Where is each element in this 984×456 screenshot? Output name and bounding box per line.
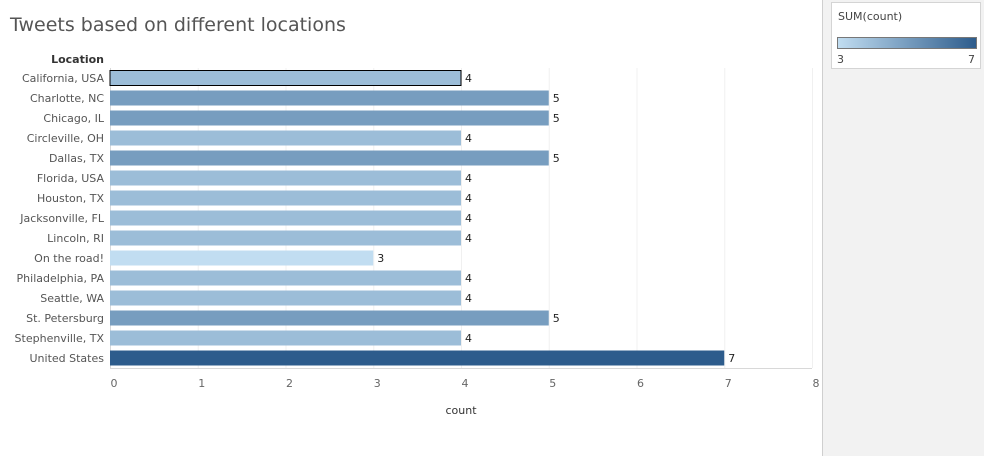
legend-max-label: 7	[968, 53, 975, 66]
data-label: 5	[553, 92, 560, 105]
x-tick-label: 3	[374, 377, 381, 390]
x-tick-label: 2	[286, 377, 293, 390]
x-tick-label: 1	[198, 377, 205, 390]
category-label: Lincoln, RI	[47, 232, 104, 245]
x-axis-title: count	[445, 404, 477, 417]
data-label: 4	[465, 172, 472, 185]
category-label: St. Petersburg	[26, 312, 104, 325]
data-label: 4	[465, 72, 472, 85]
category-label: California, USA	[22, 72, 104, 85]
legend-title: SUM(count)	[838, 10, 903, 23]
labels-layer: California, USA 4 Charlotte, NC 5 Chicago, I…	[15, 72, 736, 365]
x-tick-label: 6	[637, 377, 644, 390]
legend-min-label: 3	[837, 53, 844, 66]
x-tick-label: 7	[725, 377, 732, 390]
bar-chart: California, USA 4 Charlotte, NC 5 Chicago, I…	[15, 53, 820, 417]
bar[interactable]	[110, 290, 461, 306]
category-label: Stephenville, TX	[15, 332, 105, 345]
bar[interactable]	[110, 90, 549, 106]
x-tick-label: 0	[111, 377, 118, 390]
data-label: 4	[465, 192, 472, 205]
bar[interactable]	[110, 150, 549, 166]
x-tick-label: 4	[462, 377, 469, 390]
category-label: Florida, USA	[37, 172, 105, 185]
data-label: 5	[553, 312, 560, 325]
bar[interactable]	[110, 130, 461, 146]
category-label: Dallas, TX	[49, 152, 105, 165]
bar[interactable]	[110, 250, 374, 266]
category-label: Philadelphia, PA	[17, 272, 105, 285]
data-label: 3	[377, 252, 384, 265]
data-label: 5	[553, 112, 560, 125]
x-tick-label: 5	[549, 377, 556, 390]
color-legend[interactable]: SUM(count) 3 7	[831, 2, 981, 69]
bar[interactable]	[110, 350, 725, 366]
data-label: 4	[465, 232, 472, 245]
legend-color-ramp	[837, 37, 977, 49]
bar[interactable]	[110, 330, 461, 346]
chart-panel: Tweets based on different locations Cali…	[10, 14, 820, 417]
category-label: Jacksonville, FL	[19, 212, 105, 225]
category-label: Seattle, WA	[40, 292, 104, 305]
axis-layer: Location 0 1 2 3 4 5 6 7 8 count	[51, 53, 819, 417]
category-label: Circleville, OH	[27, 132, 104, 145]
data-label: 5	[553, 152, 560, 165]
category-label: On the road!	[34, 252, 104, 265]
data-label: 4	[465, 272, 472, 285]
x-tick-label: 8	[813, 377, 820, 390]
data-label: 7	[728, 352, 735, 365]
data-label: 4	[465, 332, 472, 345]
data-label: 4	[465, 132, 472, 145]
category-label: Houston, TX	[37, 192, 104, 205]
bars-layer	[109, 70, 725, 366]
bar[interactable]	[110, 190, 461, 206]
bar[interactable]	[110, 230, 461, 246]
bar[interactable]	[110, 270, 461, 286]
bar[interactable]	[110, 110, 549, 126]
chart-title: Tweets based on different locations	[10, 14, 346, 36]
category-label: Charlotte, NC	[30, 92, 104, 105]
bar[interactable]	[110, 310, 549, 326]
data-label: 4	[465, 292, 472, 305]
bar[interactable]	[110, 170, 461, 186]
bar[interactable]	[110, 210, 461, 226]
legend-sidebar: SUM(count) 3 7	[822, 0, 984, 456]
data-label: 4	[465, 212, 472, 225]
category-label: Chicago, IL	[43, 112, 104, 125]
category-label: United States	[30, 352, 105, 365]
category-axis-header: Location	[51, 53, 104, 66]
bar[interactable]	[109, 70, 462, 86]
